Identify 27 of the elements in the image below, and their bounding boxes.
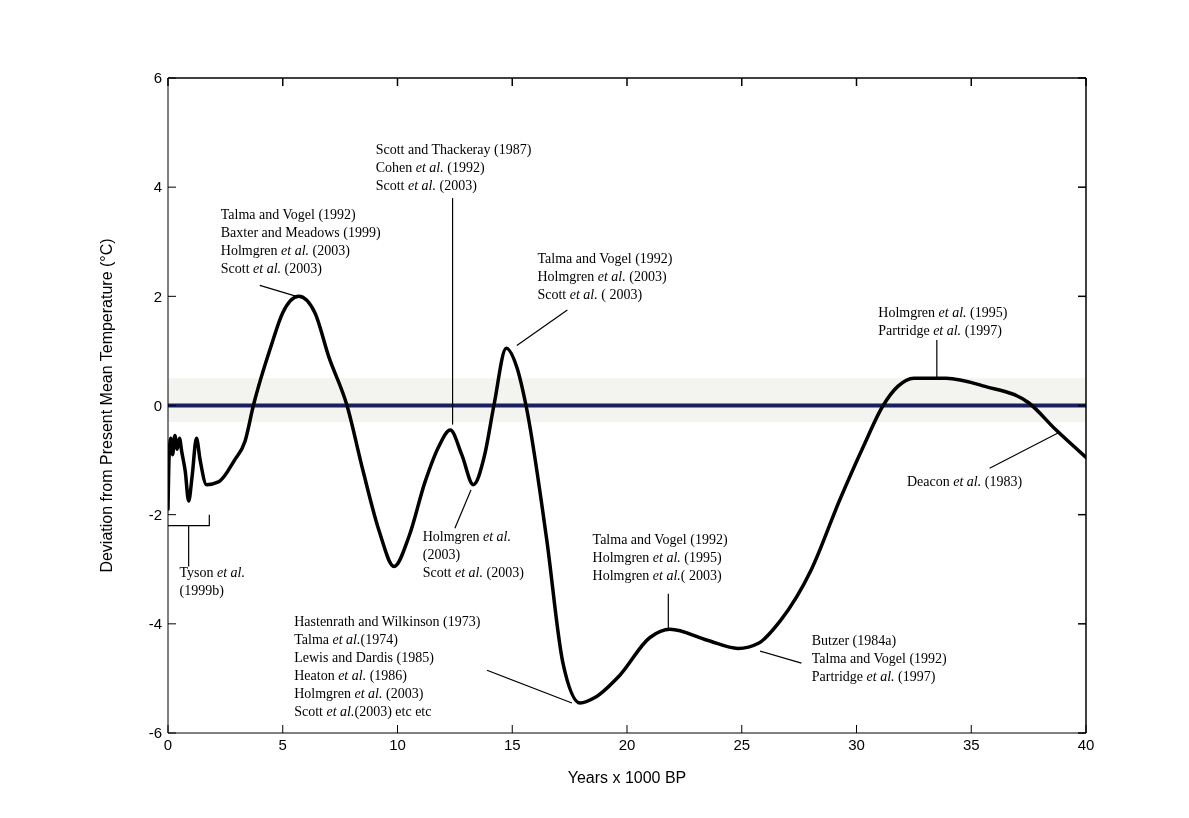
x-tick-label: 20 (618, 735, 636, 753)
x-tick-label: 35 (962, 735, 980, 753)
y-axis-title: Deviation from Present Mean Temperature (°C) (97, 238, 115, 573)
x-tick-label: 10 (389, 735, 406, 753)
text: Talma and Vogel (1992) Baxter and Meadows (1999) Holmgren et al. (2003) Scott et al. (2003) (220, 207, 381, 276)
x-tick-label: 25 (733, 735, 751, 753)
x-tick-label: 15 (503, 735, 521, 753)
text: Hastenrath and Wilkinson (1973) Talma et al.(1974) Lewis and Dardis (1985) Heaton et al. (1986) Holmgren et al. (2003) Scott et al.(2003) etc etc (294, 613, 481, 719)
y-tick-label: -6 (148, 724, 162, 742)
y-tick-label: 6 (153, 69, 162, 87)
x-tick-label: 30 (848, 735, 865, 753)
text: Holmgren et al. (1995) Partridge et al. (1997) (878, 305, 1008, 339)
annotation: Tyson et al. (1999b) (179, 563, 245, 600)
text: Holmgren et al. (2003) Scott et al. (2003) (422, 529, 524, 581)
y-tick-label: 0 (153, 396, 162, 414)
x-tick-label: 5 (278, 735, 287, 753)
y-tick-label: 2 (153, 287, 162, 305)
annotation: Deacon et al. (1983) (906, 473, 1023, 492)
y-tick-label: 4 (153, 178, 162, 196)
y-tick-label: -4 (148, 615, 162, 633)
x-axis-title: Years x 1000 BP (567, 769, 687, 786)
text: Talma and Vogel (1992) Holmgren et al. (2003) Scott et al. ( 2003) (537, 250, 673, 302)
annotation: Butzer (1984a) Talma and Vogel (1992) Partridge et al. (1997) (811, 631, 947, 686)
text: Scott and Thackeray (1987) Cohen et al. (1992) Scott et al. (2003) (375, 141, 532, 193)
y-tick-label: -2 (148, 505, 162, 523)
x-tick-label: 40 (1077, 735, 1095, 753)
text: Talma and Vogel (1992) Holmgren et al. (1995) Holmgren et al.( 2003) (592, 531, 728, 583)
